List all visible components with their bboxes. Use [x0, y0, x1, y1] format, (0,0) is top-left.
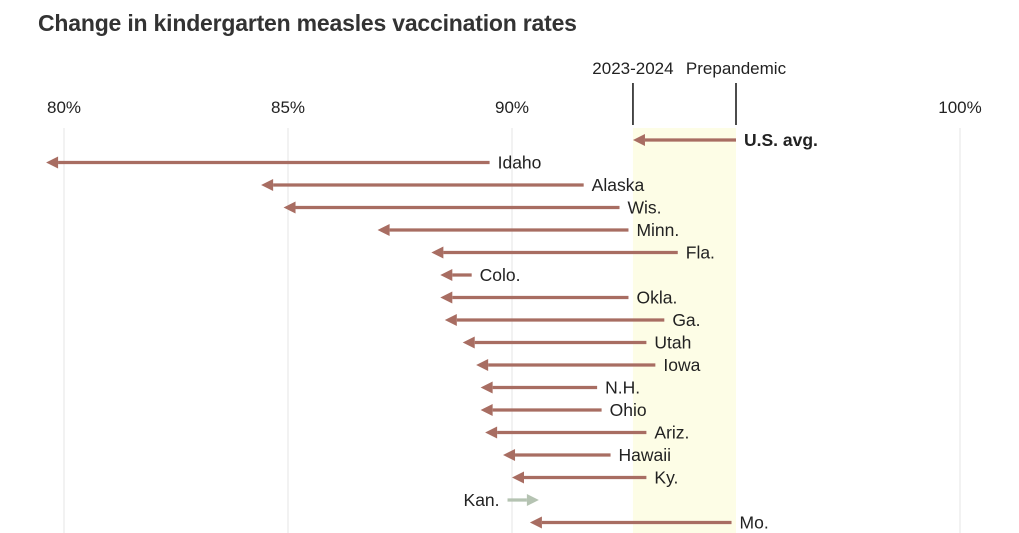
arrow-label: U.S. avg.: [744, 130, 818, 150]
arrow-label: Ga.: [672, 310, 700, 330]
marker-prepandemic-label: Prepandemic: [686, 59, 787, 78]
arrow-head: [462, 336, 475, 349]
arrow-row-iowa: Iowa: [476, 355, 701, 375]
reference-band-layer: [632, 128, 736, 533]
arrow-head: [529, 516, 542, 529]
arrow-head: [261, 179, 274, 191]
arrow-label: Hawaii: [619, 445, 672, 465]
arrow-label: Wis.: [628, 198, 662, 218]
arrow-head: [377, 224, 390, 236]
arrow-row-wis: Wis.: [283, 198, 662, 218]
arrow-head: [503, 449, 516, 461]
arrow-head: [431, 246, 444, 259]
arrow-row-alaska: Alaska: [261, 175, 644, 195]
arrow-label: Colo.: [480, 265, 521, 285]
arrow-row-fla: Fla.: [431, 243, 715, 263]
arrow-label: Ky.: [654, 468, 678, 488]
arrow-row-utah: Utah: [462, 333, 691, 353]
arrow-series-layer: U.S. avg. Idaho Alaska Wis.Minn. Fla. Colo. Ok…: [46, 130, 818, 533]
arrow-head: [476, 359, 489, 371]
arrow-head: [480, 381, 493, 394]
arrow-row-okla: Okla.: [440, 288, 677, 308]
arrow-row-n-h: N.H.: [480, 378, 640, 398]
arrow-head: [480, 404, 493, 416]
arrow-row-idaho: Idaho: [46, 153, 541, 173]
arrow-label: Fla.: [686, 243, 715, 263]
reference-band: [632, 128, 736, 533]
arrow-row-u-s-avg: U.S. avg.: [632, 130, 818, 150]
arrow-label: Iowa: [663, 355, 700, 375]
arrow-label: Alaska: [592, 175, 645, 195]
arrow-label: Utah: [654, 333, 691, 353]
arrow-row-ohio: Ohio: [480, 400, 647, 420]
arrow-label: Idaho: [498, 153, 542, 173]
arrow-head: [440, 269, 453, 281]
reference-marker-layer: 2023-2024 Prepandemic: [592, 59, 787, 125]
arrow-head: [440, 291, 453, 304]
x-tick-label: 80%: [47, 98, 81, 117]
arrow-row-kan: Kan.: [464, 490, 539, 510]
x-tick-label: 90%: [495, 98, 529, 117]
x-tick-label: 85%: [271, 98, 305, 117]
arrow-head: [485, 426, 498, 439]
arrow-row-mo: Mo.: [529, 513, 769, 533]
marker-2023-2024-label: 2023-2024: [592, 59, 673, 78]
arrow-head: [526, 494, 539, 506]
arrow-row-colo: Colo.: [440, 265, 521, 285]
arrow-label: N.H.: [605, 378, 640, 398]
arrow-label: Okla.: [636, 288, 677, 308]
arrow-row-minn: Minn.: [377, 220, 679, 240]
arrow-row-ga: Ga.: [444, 310, 701, 330]
arrow-head: [512, 471, 524, 484]
arrow-label: Mo.: [740, 513, 769, 533]
arrow-label: Ohio: [610, 400, 647, 420]
arrow-row-ariz: Ariz.: [485, 423, 689, 443]
chart-title: Change in kindergarten measles vaccinati…: [38, 10, 577, 36]
arrow-head: [444, 314, 457, 326]
x-axis-ticks: 80% 85% 90% 100%: [47, 98, 982, 117]
arrow-row-ky: Ky.: [512, 468, 678, 488]
arrow-head: [283, 201, 296, 214]
x-tick-label: 100%: [938, 98, 981, 117]
grid-layer: [63, 128, 961, 533]
arrow-label: Kan.: [464, 490, 500, 510]
arrow-label: Minn.: [636, 220, 679, 240]
arrow-row-hawaii: Hawaii: [503, 445, 671, 465]
arrow-label: Ariz.: [654, 423, 689, 443]
arrow-head: [46, 156, 59, 169]
arrow-head: [632, 134, 645, 146]
